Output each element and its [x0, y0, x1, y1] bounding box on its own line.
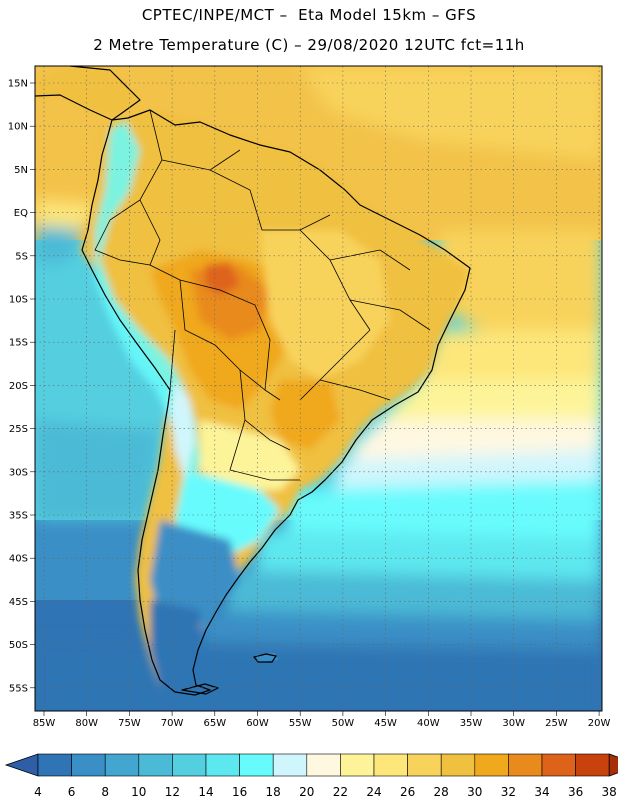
latitude-label: 50S — [9, 640, 28, 651]
latitude-labels: 15N 10N 5N EQ 5S 10S 15S 20S 25S 30S 35S 40S 45S 50S 5… — [8, 79, 28, 695]
map-field — [35, 66, 602, 711]
colorbar-label: 38 — [602, 785, 617, 799]
colorbar-label: 28 — [434, 785, 449, 799]
colorbar-label: 6 — [68, 785, 76, 799]
colorbar-segment — [138, 753, 173, 777]
colorbar-segment — [440, 753, 476, 777]
colorbar-segment — [340, 753, 375, 777]
longitude-label: 35W — [460, 718, 483, 729]
colorbar-label: 14 — [198, 785, 213, 799]
colorbar-label: 20 — [299, 785, 314, 799]
colorbar-label: 12 — [165, 785, 180, 799]
longitude-label: 25W — [545, 718, 568, 729]
colorbar — [4, 753, 618, 777]
latitude-label: 45S — [9, 597, 28, 608]
colorbar-segment — [407, 753, 442, 777]
colorbar-label: 18 — [266, 785, 281, 799]
colorbar-label: 26 — [400, 785, 415, 799]
colorbar-segment — [71, 753, 106, 777]
longitude-label: 85W — [33, 718, 56, 729]
longitude-label: 50W — [332, 718, 355, 729]
colorbar-segment — [205, 753, 240, 777]
colorbar-segment — [239, 753, 274, 777]
colorbar-segment — [306, 753, 341, 777]
latitude-label: 15S — [9, 338, 28, 349]
longitude-labels: 85W 80W 75W 70W 65W 60W 55W 50W 45W 40W 35W 30W 25W 2… — [33, 718, 611, 729]
colorbar-left-arrow — [4, 753, 39, 777]
latitude-label: 5N — [14, 165, 28, 176]
colorbar-label: 16 — [232, 785, 247, 799]
latitude-label: 30S — [9, 467, 28, 478]
longitude-label: 75W — [118, 718, 141, 729]
colorbar-segment — [37, 753, 72, 777]
longitude-label: 30W — [502, 718, 525, 729]
colorbar-right-arrow — [608, 753, 618, 777]
latitude-label: 10N — [8, 122, 28, 133]
graticule — [30, 66, 602, 716]
map-frame — [34, 65, 603, 712]
colorbar-label: 22 — [333, 785, 348, 799]
colorbar-segment — [172, 753, 207, 777]
colorbar-label: 34 — [534, 785, 549, 799]
longitude-label: 20W — [588, 718, 611, 729]
longitude-label: 40W — [417, 718, 440, 729]
colorbar-segment — [474, 753, 509, 777]
latitude-label: 55S — [9, 683, 28, 694]
colorbar-segment — [541, 753, 576, 777]
longitude-label: 70W — [161, 718, 184, 729]
colorbar-label: 24 — [366, 785, 381, 799]
longitude-label: 45W — [374, 718, 397, 729]
colorbar-segment — [508, 753, 543, 777]
colorbar-label: 10 — [131, 785, 146, 799]
colorbar-segment — [104, 753, 140, 777]
colorbar-segment — [575, 753, 610, 777]
colorbar-label: 36 — [568, 785, 583, 799]
latitude-label: 10S — [9, 295, 28, 306]
colorbar-label: 8 — [101, 785, 109, 799]
colorbar-label: 32 — [501, 785, 516, 799]
colorbar-labels: 4 6 8 10 12 14 16 18 20 22 24 26 28 30 32 34 36 38 — [34, 785, 617, 799]
colorbar-label: 30 — [467, 785, 482, 799]
longitude-label: 60W — [246, 718, 269, 729]
map-title-line1: CPTEC/INPE/MCT – Eta Model 15km – GFS — [141, 6, 477, 24]
latitude-label: 5S — [15, 251, 28, 262]
longitude-label: 80W — [75, 718, 98, 729]
latitude-label: 15N — [8, 79, 28, 90]
latitude-label: 35S — [9, 511, 28, 522]
colorbar-segment — [373, 753, 408, 777]
longitude-label: 55W — [289, 718, 312, 729]
latitude-label: 25S — [9, 424, 28, 435]
latitude-label: 40S — [9, 554, 28, 565]
latitude-label: EQ — [14, 208, 28, 219]
latitude-label: 20S — [9, 381, 28, 392]
colorbar-segment — [272, 753, 308, 777]
colorbar-label: 4 — [34, 785, 42, 799]
longitude-label: 65W — [203, 718, 226, 729]
map-title-line2: 2 Metre Temperature (C) – 29/08/2020 12U… — [93, 36, 525, 54]
